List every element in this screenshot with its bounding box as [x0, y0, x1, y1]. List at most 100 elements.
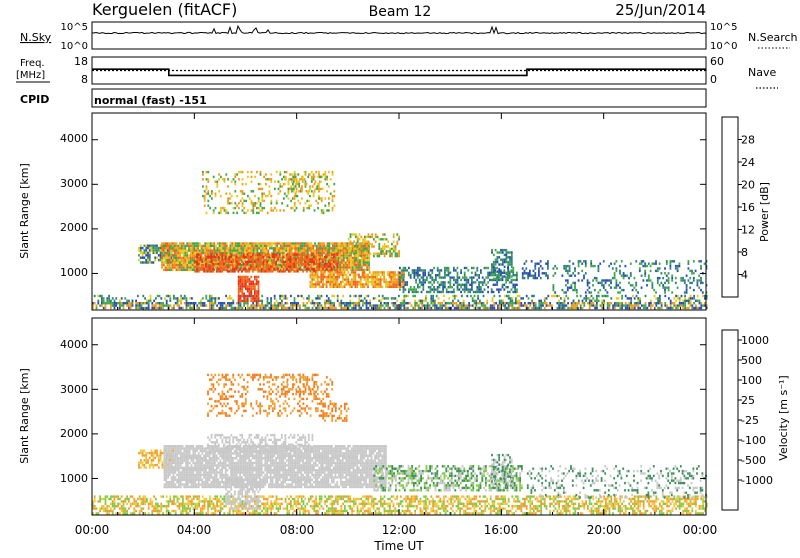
- power-cell: [449, 281, 451, 283]
- power-cell: [360, 248, 362, 250]
- power-cell: [273, 242, 275, 244]
- power-cell: [359, 238, 361, 240]
- power-cell: [444, 281, 446, 283]
- power-cell: [306, 253, 308, 255]
- power-cell: [578, 302, 580, 304]
- power-cell: [421, 281, 423, 283]
- power-cell: [275, 253, 277, 255]
- power-cell: [275, 268, 277, 270]
- power-cell: [517, 307, 519, 309]
- power-cell: [290, 304, 292, 306]
- power-cell: [252, 256, 254, 258]
- power-cell: [295, 173, 297, 175]
- power-cell: [192, 264, 194, 266]
- power-cell: [218, 212, 220, 214]
- power-cell: [345, 252, 347, 254]
- power-cell: [470, 295, 472, 297]
- power-cell: [457, 276, 459, 278]
- power-cell: [215, 247, 217, 249]
- power-cell: [308, 200, 310, 202]
- power-cell: [247, 288, 249, 290]
- power-cell: [538, 300, 540, 302]
- power-cell: [479, 302, 481, 304]
- power-cell: [522, 267, 524, 269]
- power-cell: [211, 302, 213, 304]
- power-cell: [318, 247, 320, 249]
- power-cell: [318, 173, 320, 175]
- power-cell: [220, 304, 222, 306]
- power-cell: [343, 259, 345, 261]
- power-cell: [335, 278, 337, 280]
- velocity-cell: [214, 512, 216, 514]
- power-cell: [290, 270, 292, 272]
- power-cell: [359, 233, 361, 235]
- velocity-cell: [232, 510, 234, 512]
- power-cell: [294, 195, 296, 197]
- power-cell: [204, 250, 206, 252]
- power-cell: [437, 281, 439, 283]
- power-cell: [288, 197, 290, 199]
- power-cell: [350, 241, 352, 243]
- nsearch-tick-top: 10^5: [710, 22, 737, 33]
- power-cell: [260, 183, 262, 185]
- power-cell: [235, 250, 237, 252]
- power-cell: [241, 283, 243, 285]
- power-cell: [395, 250, 397, 252]
- power-cell: [183, 242, 185, 244]
- power-cell: [576, 302, 578, 304]
- power-cell: [181, 257, 183, 259]
- power-cell: [198, 302, 200, 304]
- power-cell: [261, 200, 263, 202]
- power-cell: [495, 302, 497, 304]
- power-cell: [289, 188, 291, 190]
- power-cell: [185, 247, 187, 249]
- power-cell: [387, 302, 389, 304]
- power-cell: [691, 307, 693, 309]
- power-cell: [457, 284, 459, 286]
- power-cell: [355, 304, 357, 306]
- power-cell: [154, 259, 156, 261]
- power-cell: [616, 279, 618, 281]
- power-cell: [506, 261, 508, 263]
- velocity-cell: [232, 500, 234, 502]
- power-cell: [103, 307, 105, 309]
- power-cell: [459, 304, 461, 306]
- power-cell: [306, 207, 308, 209]
- power-cell: [562, 289, 564, 291]
- power-cell: [682, 279, 684, 281]
- power-cell: [101, 295, 103, 297]
- velocity-cell: [191, 498, 193, 500]
- power-cell: [612, 277, 614, 279]
- power-cell: [373, 281, 375, 283]
- power-cell: [603, 300, 605, 302]
- power-cell: [153, 261, 155, 263]
- power-cell: [569, 260, 571, 262]
- power-cell: [142, 295, 144, 297]
- power-cell: [645, 307, 647, 309]
- velocity-cell: [211, 503, 213, 505]
- power-cell: [318, 250, 320, 252]
- velocity-cell: [178, 507, 180, 509]
- power-cell: [382, 245, 384, 247]
- power-cell: [340, 307, 342, 309]
- power-cell: [176, 242, 178, 244]
- power-cell: [235, 245, 237, 247]
- power-cell: [247, 195, 249, 197]
- power-cell: [261, 197, 263, 199]
- power-cell: [675, 295, 677, 297]
- power-cell: [346, 283, 348, 285]
- power-cell: [389, 271, 391, 273]
- power-cell: [598, 265, 600, 267]
- power-cell: [382, 253, 384, 255]
- power-cell: [502, 304, 504, 306]
- power-cell: [163, 252, 165, 254]
- power-cell: [270, 181, 272, 183]
- velocity-cell: [112, 510, 114, 512]
- power-cell: [574, 282, 576, 284]
- power-cell: [313, 283, 315, 285]
- power-cell: [177, 245, 179, 247]
- velocity-cell: [186, 498, 188, 500]
- power-cell: [479, 300, 481, 302]
- power-cell: [477, 302, 479, 304]
- power-cell: [439, 291, 441, 293]
